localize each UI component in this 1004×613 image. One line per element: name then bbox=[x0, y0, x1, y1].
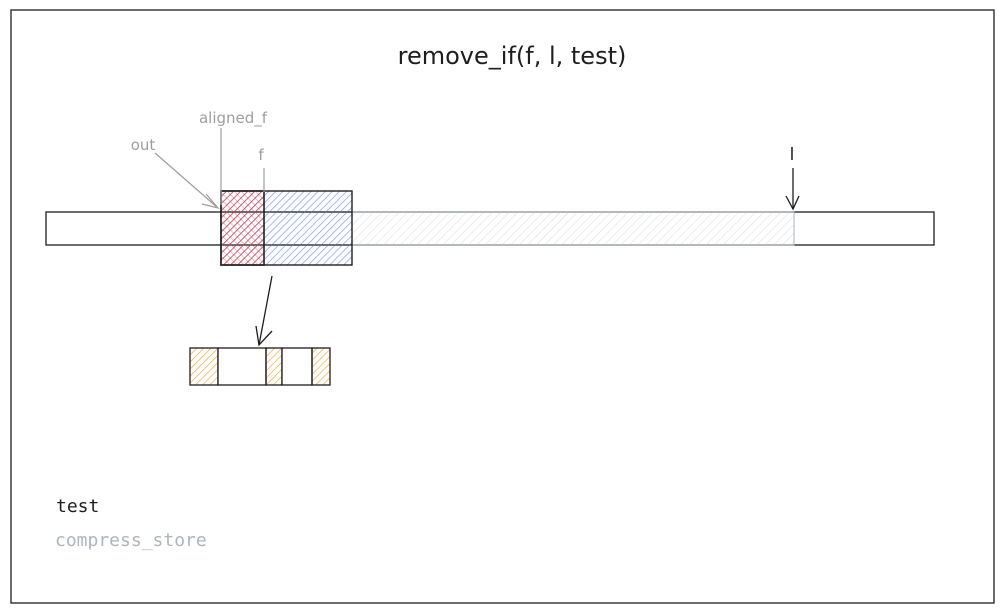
processed-prefix-crosshatch bbox=[221, 191, 264, 265]
mask-cell-true bbox=[265, 347, 283, 386]
arrow-out bbox=[154, 152, 219, 209]
remaining-range bbox=[351, 211, 795, 246]
label-out: out bbox=[131, 136, 156, 154]
mask-cell-false bbox=[217, 347, 267, 386]
diagram-title: remove_if(f, l, test) bbox=[398, 42, 627, 70]
arrow-to-mask-head bbox=[255, 325, 273, 347]
mask-cell-true bbox=[189, 347, 219, 386]
label-aligned-f: aligned_f bbox=[199, 109, 268, 128]
mask-cell-false bbox=[281, 347, 313, 386]
legend-compress-store: compress_store bbox=[55, 530, 207, 551]
mask-cell-true bbox=[311, 347, 331, 386]
legend-test: test bbox=[56, 496, 99, 517]
label-l: l bbox=[790, 145, 795, 165]
arrow-to-mask bbox=[258, 275, 273, 346]
test-mask bbox=[189, 347, 331, 386]
label-f: f bbox=[258, 146, 264, 164]
arrow-l-head bbox=[785, 195, 800, 211]
arrow-out-head bbox=[201, 193, 220, 210]
diagram-frame bbox=[10, 9, 995, 604]
